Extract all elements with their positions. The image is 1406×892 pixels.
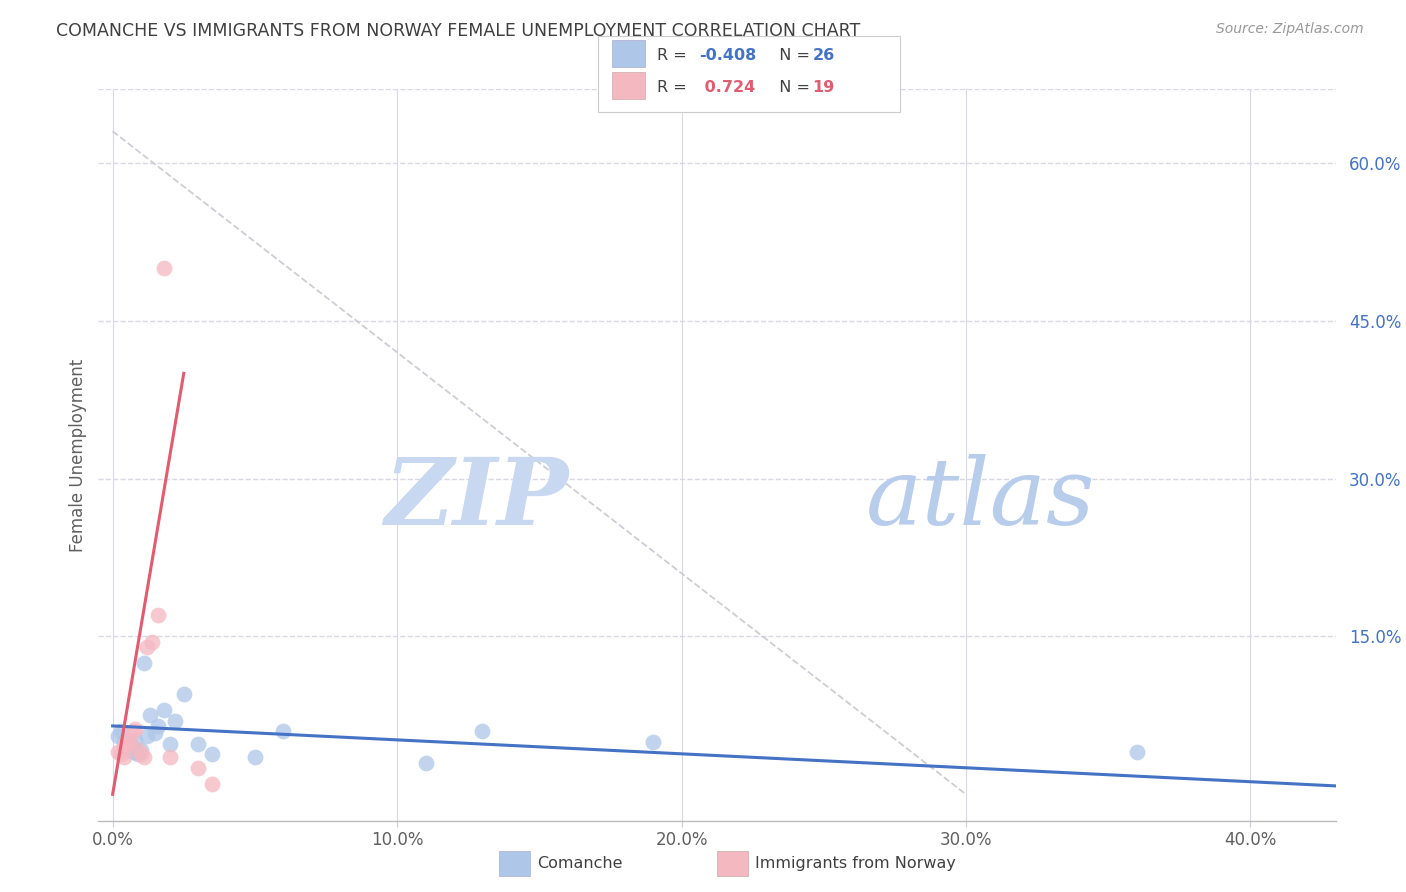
Point [153, 261, 176, 276]
Point [159, 737, 181, 751]
Y-axis label: Female Unemployment: Female Unemployment [69, 359, 87, 551]
Point [110, 724, 132, 739]
Point [641, 735, 664, 749]
Text: 0.724: 0.724 [699, 80, 755, 95]
Point [201, 777, 224, 791]
Point [129, 747, 152, 762]
Point [143, 726, 166, 740]
Point [127, 743, 149, 757]
Point [124, 722, 146, 736]
Point [132, 750, 155, 764]
Point [138, 708, 160, 723]
Point [146, 608, 169, 623]
Text: N =: N = [769, 48, 815, 62]
Text: Comanche: Comanche [537, 856, 623, 871]
Text: 19: 19 [813, 80, 835, 95]
Point [118, 737, 141, 751]
Point [415, 756, 437, 770]
Point [107, 730, 129, 744]
Point [115, 737, 138, 751]
Point [146, 719, 169, 733]
Point [115, 732, 138, 747]
Point [243, 750, 266, 764]
Point [115, 739, 138, 754]
Text: 26: 26 [813, 48, 835, 62]
Text: Source: ZipAtlas.com: Source: ZipAtlas.com [1216, 22, 1364, 37]
Point [165, 714, 187, 728]
Point [132, 656, 155, 670]
Point [112, 735, 135, 749]
Point [110, 747, 132, 762]
Point [153, 703, 176, 717]
Point [173, 687, 195, 701]
Point [201, 747, 224, 762]
Text: atlas: atlas [866, 454, 1095, 544]
Point [107, 745, 129, 759]
Text: COMANCHE VS IMMIGRANTS FROM NORWAY FEMALE UNEMPLOYMENT CORRELATION CHART: COMANCHE VS IMMIGRANTS FROM NORWAY FEMAL… [56, 22, 860, 40]
Point [124, 732, 146, 747]
Point [118, 735, 141, 749]
Point [127, 747, 149, 762]
Point [135, 730, 157, 744]
Point [129, 743, 152, 757]
Point [141, 634, 163, 648]
Point [121, 745, 143, 759]
Point [121, 724, 143, 739]
Point [271, 724, 294, 739]
Point [112, 739, 135, 754]
Point [112, 750, 135, 764]
Text: Immigrants from Norway: Immigrants from Norway [755, 856, 956, 871]
Text: -0.408: -0.408 [699, 48, 756, 62]
Point [187, 761, 209, 775]
Point [1125, 745, 1147, 759]
Point [471, 724, 494, 739]
Point [135, 640, 157, 654]
Text: R =: R = [657, 80, 692, 95]
Point [187, 737, 209, 751]
Text: N =: N = [769, 80, 815, 95]
Text: R =: R = [657, 48, 692, 62]
Point [159, 750, 181, 764]
Text: ZIP: ZIP [384, 454, 568, 544]
